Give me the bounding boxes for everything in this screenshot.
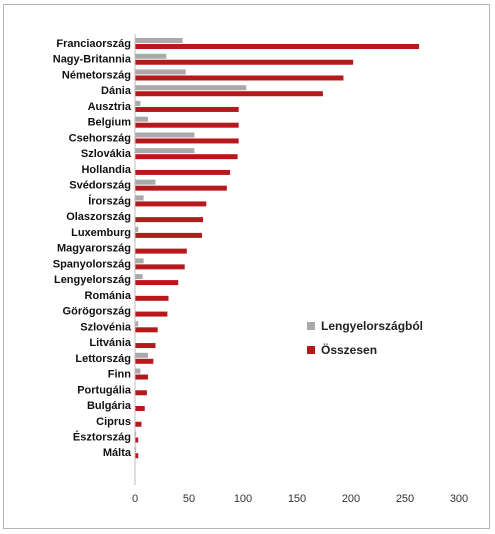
bar-osszesen-malta (135, 453, 139, 459)
category-label-romania: Románia (85, 290, 132, 302)
bar-osszesen-nagy-britannia (135, 59, 354, 65)
legend-swatch-lengyelorszagbol (307, 322, 315, 330)
bar-osszesen-csehorszag (135, 138, 239, 144)
bar-osszesen-bulgaria (135, 406, 145, 412)
category-label-litvania: Litvánia (89, 337, 131, 349)
bar-osszesen-gorogorszag (135, 311, 168, 317)
category-label-luxemburg: Luxemburg (71, 227, 131, 239)
bar-lengyelorszagbol-nemetorszag (135, 69, 186, 75)
category-label-olaszorszag: Olaszország (66, 211, 131, 223)
bar-lengyelorszagbol-luxemburg (135, 226, 139, 232)
category-label-szlovenia: Szlovénia (80, 321, 132, 333)
bar-osszesen-hollandia (135, 169, 231, 175)
legend-label-lengyelorszagbol: Lengyelországból (321, 319, 423, 333)
bar-osszesen-luxemburg (135, 232, 202, 238)
category-label-esztorszag: Észtország (73, 431, 131, 444)
bar-osszesen-dania (135, 91, 323, 97)
category-label-irorszag: Írország (88, 194, 131, 207)
category-label-dania: Dánia (101, 85, 132, 97)
bar-osszesen-ciprus (135, 421, 142, 427)
bar-osszesen-magyarorszag (135, 248, 187, 254)
x-tick-50: 50 (183, 493, 195, 505)
category-label-belgium: Belgium (88, 117, 132, 129)
x-tick-200: 200 (342, 493, 360, 505)
x-tick-100: 100 (234, 493, 252, 505)
category-label-bulgaria: Bulgária (87, 400, 132, 412)
bar-osszesen-szlovenia (135, 327, 158, 333)
bar-lengyelorszagbol-svedorszag (135, 179, 156, 185)
bar-osszesen-szlovakia (135, 154, 238, 160)
bar-osszesen-lengyelorszag (135, 280, 179, 286)
bar-lengyelorszagbol-irorszag (135, 195, 144, 201)
bar-lengyelorszagbol-szlovakia (135, 148, 195, 154)
x-tick-0: 0 (132, 493, 138, 505)
bar-osszesen-finn (135, 374, 148, 380)
category-label-ausztria: Ausztria (88, 101, 132, 113)
x-tick-250: 250 (396, 493, 414, 505)
bar-lengyelorszagbol-spanyolorszag (135, 258, 144, 264)
bar-osszesen-olaszorszag (135, 217, 204, 223)
bar-lengyelorszagbol-finn (135, 368, 141, 374)
category-label-portugalia: Portugália (77, 384, 132, 396)
bar-osszesen-portugalia (135, 390, 147, 396)
category-label-svedorszag: Svédország (69, 180, 131, 192)
bar-osszesen-spanyolorszag (135, 264, 185, 270)
category-label-finn: Finn (108, 369, 131, 381)
bar-osszesen-lettorszag (135, 358, 154, 364)
bar-osszesen-romania (135, 295, 169, 301)
bar-lengyelorszagbol-csehorszag (135, 132, 195, 138)
legend-swatch-osszesen (307, 346, 315, 354)
category-label-hollandia: Hollandia (81, 164, 131, 176)
bar-lengyelorszagbol-ausztria (135, 100, 141, 106)
bar-lengyelorszagbol-szlovenia (135, 321, 139, 327)
category-label-szlovakia: Szlovákia (81, 148, 132, 160)
category-label-spanyolorszag: Spanyolország (53, 258, 131, 270)
bar-osszesen-esztorszag (135, 437, 139, 443)
bar-lengyelorszagbol-nagy-britannia (135, 53, 167, 59)
category-label-lengyelorszag: Lengyelország (54, 274, 131, 286)
bar-lengyelorszagbol-malta (135, 447, 137, 453)
bar-osszesen-irorszag (135, 201, 207, 207)
category-label-magyarorszag: Magyarország (57, 243, 131, 255)
bar-lengyelorszagbol-lettorszag (135, 352, 148, 358)
x-tick-150: 150 (288, 493, 306, 505)
category-label-gorogorszag: Görögország (63, 306, 131, 318)
bar-lengyelorszagbol-esztorszag (135, 431, 137, 437)
bar-lengyelorszagbol-dania (135, 85, 247, 91)
x-tick-300: 300 (450, 493, 468, 505)
bar-osszesen-franciaorszag (135, 44, 420, 49)
bar-lengyelorszagbol-lengyelorszag (135, 274, 143, 280)
legend-label-osszesen: Összesen (321, 342, 377, 357)
bar-lengyelorszagbol-belgium (135, 116, 148, 122)
bar-osszesen-nemetorszag (135, 75, 344, 81)
category-label-franciaorszag: Franciaország (56, 38, 131, 50)
category-label-malta: Málta (103, 447, 132, 459)
category-label-nagy-britannia: Nagy-Britannia (53, 54, 132, 66)
bar-osszesen-litvania (135, 343, 156, 349)
category-label-csehorszag: Csehország (69, 132, 131, 144)
category-label-nemetorszag: Németország (62, 69, 131, 81)
bar-osszesen-ausztria (135, 106, 239, 112)
bar-osszesen-belgium (135, 122, 239, 128)
bar-osszesen-svedorszag (135, 185, 227, 191)
category-label-lettorszag: Lettország (75, 353, 131, 365)
bar-lengyelorszagbol-franciaorszag (135, 38, 183, 43)
category-label-ciprus: Ciprus (96, 416, 131, 428)
